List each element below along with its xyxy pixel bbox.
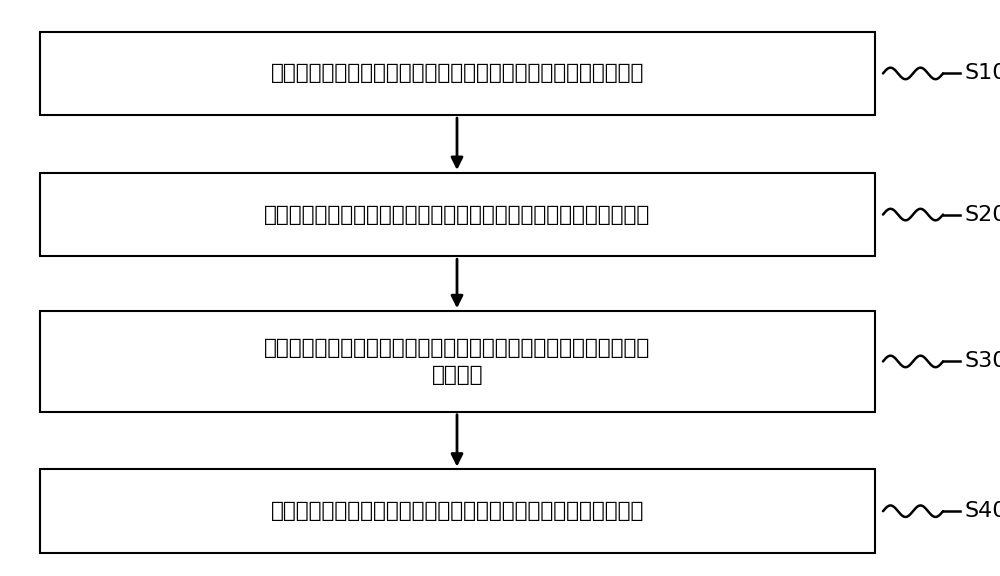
Text: S30: S30 xyxy=(965,351,1000,372)
Text: S40: S40 xyxy=(965,501,1000,521)
Bar xyxy=(40,173,875,256)
Text: 根据初始调速扭矩以及扭矩补偿系数控制换挡过程的实际调速扭矩: 根据初始调速扭矩以及扭矩补偿系数控制换挡过程的实际调速扭矩 xyxy=(271,501,644,521)
Text: 根据目标输入转速和变速箱的驱动电机的当前转速计算初始调速扭矩: 根据目标输入转速和变速箱的驱动电机的当前转速计算初始调速扭矩 xyxy=(264,204,651,225)
Text: 根据变速箱的当前输出转速和目标档位计算变速箱的目标输入转速: 根据变速箱的当前输出转速和目标档位计算变速箱的目标输入转速 xyxy=(271,63,644,84)
Text: S10: S10 xyxy=(965,63,1000,84)
Bar xyxy=(40,469,875,553)
Bar xyxy=(40,311,875,412)
Bar xyxy=(40,32,875,115)
Text: 根据当前转速计算驱动电机的角加速度，以及根据角加速度生成扭矩
补偿系数: 根据当前转速计算驱动电机的角加速度，以及根据角加速度生成扭矩 补偿系数 xyxy=(264,338,651,385)
Text: S20: S20 xyxy=(965,204,1000,225)
